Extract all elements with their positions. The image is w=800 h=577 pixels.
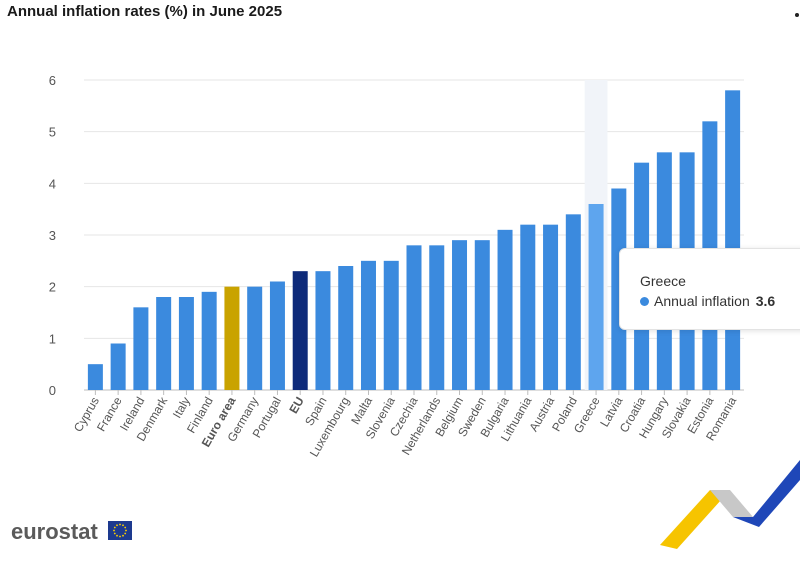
bar-cyprus[interactable] (87, 364, 103, 390)
bar-eu[interactable] (292, 271, 308, 390)
x-tick-label: Italy (170, 395, 193, 421)
eu-flag-icon (108, 521, 132, 540)
flag-star (119, 535, 121, 538)
bar-netherlands[interactable] (429, 245, 445, 390)
bar-latvia[interactable] (611, 188, 627, 391)
y-tick-label: 6 (49, 73, 56, 88)
chart-menu-icon[interactable] (795, 13, 799, 17)
series-dot-icon (640, 297, 649, 306)
tooltip: Greece Annual inflation 3.6 (619, 248, 800, 330)
bar-malta[interactable] (360, 260, 376, 390)
flag-star (116, 534, 118, 537)
y-tick-label: 4 (49, 176, 56, 191)
flag-star (124, 532, 127, 535)
bar-bulgaria[interactable] (497, 229, 513, 390)
flag-star (113, 532, 116, 535)
bar-spain[interactable] (315, 271, 331, 390)
bar-france[interactable] (110, 343, 126, 391)
y-tick-label: 3 (49, 228, 56, 243)
bar-sweden[interactable] (474, 240, 490, 390)
bar-greece[interactable] (588, 204, 604, 390)
bar-portugal[interactable] (269, 281, 285, 391)
brand-name: eurostat (11, 519, 98, 544)
chart-title: Annual inflation rates (%) in June 2025 (7, 3, 283, 20)
tooltip-value: 3.6 (755, 293, 776, 309)
bar-luxembourg[interactable] (338, 266, 354, 390)
bar-austria[interactable] (543, 224, 559, 390)
bar-romania[interactable] (725, 90, 741, 390)
bar-denmark[interactable] (156, 297, 172, 390)
bar-czechia[interactable] (406, 245, 422, 390)
flag-star (113, 526, 116, 529)
bar-italy[interactable] (178, 297, 194, 390)
bar-belgium[interactable] (452, 240, 468, 390)
y-tick-label: 0 (49, 383, 56, 398)
bar-finland[interactable] (201, 291, 217, 390)
tooltip-series-name: Annual inflation (654, 293, 750, 309)
flag-star (116, 524, 118, 527)
bar-lithuania[interactable] (520, 224, 536, 390)
decorative-ribbon-icon (660, 460, 800, 549)
bar-germany[interactable] (247, 286, 263, 390)
bars (87, 90, 741, 391)
bar-ireland[interactable] (133, 307, 149, 390)
bar-euro-area[interactable] (224, 286, 240, 390)
y-tick-label: 1 (49, 331, 56, 346)
y-axis-ticks: 0 1 2 3 4 5 6 (49, 73, 56, 398)
tooltip-category: Greece (640, 273, 686, 289)
flag-star (113, 529, 115, 532)
flag-star (122, 534, 124, 537)
flag-star (125, 529, 127, 532)
y-tick-label: 5 (49, 125, 56, 140)
bar-poland[interactable] (565, 214, 581, 390)
flag-star (122, 524, 124, 527)
y-tick-label: 2 (49, 280, 56, 295)
bar-slovenia[interactable] (383, 260, 399, 390)
flag-star (124, 526, 127, 529)
flag-star (119, 523, 121, 526)
tooltip-row: Annual inflation 3.6 (640, 293, 775, 309)
x-tick-label: EU (286, 395, 306, 416)
